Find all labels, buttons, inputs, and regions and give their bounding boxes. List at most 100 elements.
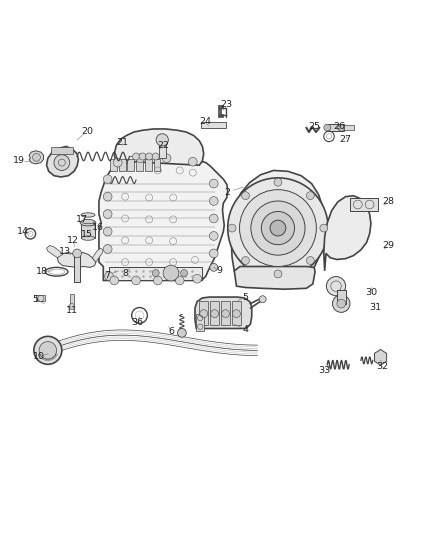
Circle shape	[103, 210, 112, 219]
Circle shape	[240, 190, 316, 266]
Text: 5: 5	[242, 293, 248, 302]
Polygon shape	[29, 151, 43, 164]
Circle shape	[326, 277, 346, 296]
Bar	[51, 147, 73, 154]
Bar	[145, 159, 152, 171]
Circle shape	[332, 295, 350, 312]
Circle shape	[103, 192, 112, 201]
Bar	[232, 302, 241, 326]
Polygon shape	[324, 196, 371, 271]
Text: 26: 26	[333, 122, 345, 131]
Circle shape	[242, 192, 250, 199]
Circle shape	[133, 153, 140, 160]
Polygon shape	[231, 171, 325, 286]
Bar	[350, 198, 378, 211]
Circle shape	[211, 310, 219, 318]
Circle shape	[32, 154, 40, 161]
Circle shape	[222, 310, 230, 318]
Circle shape	[200, 310, 208, 318]
Bar	[221, 302, 230, 326]
Text: 29: 29	[382, 241, 394, 250]
Text: 23: 23	[221, 100, 233, 109]
Circle shape	[261, 212, 294, 245]
Circle shape	[113, 158, 122, 167]
Circle shape	[136, 154, 145, 163]
Circle shape	[54, 155, 70, 171]
Circle shape	[177, 328, 186, 337]
Circle shape	[233, 310, 240, 318]
Text: 17: 17	[75, 215, 88, 224]
Text: 11: 11	[65, 305, 78, 314]
Circle shape	[105, 272, 113, 280]
Circle shape	[320, 224, 328, 232]
Bar	[326, 124, 344, 131]
Bar	[199, 302, 208, 326]
Polygon shape	[234, 266, 315, 289]
Polygon shape	[46, 246, 63, 258]
Circle shape	[193, 274, 201, 283]
Circle shape	[175, 276, 184, 285]
Circle shape	[103, 245, 112, 253]
Circle shape	[338, 124, 345, 131]
Text: 21: 21	[116, 138, 128, 147]
Circle shape	[307, 192, 314, 199]
Circle shape	[103, 175, 112, 183]
Text: 18: 18	[36, 267, 48, 276]
Ellipse shape	[80, 220, 96, 226]
Text: 8: 8	[122, 269, 128, 278]
Polygon shape	[92, 248, 103, 262]
Text: 24: 24	[199, 117, 211, 126]
Circle shape	[132, 276, 141, 285]
Circle shape	[209, 197, 218, 205]
Circle shape	[251, 201, 305, 255]
Text: 33: 33	[318, 366, 331, 375]
Text: 16: 16	[92, 223, 104, 232]
Bar	[36, 295, 45, 302]
Circle shape	[242, 256, 250, 264]
Bar	[70, 294, 74, 306]
Circle shape	[39, 342, 57, 359]
Circle shape	[163, 265, 179, 281]
Text: 20: 20	[81, 127, 93, 136]
Bar	[136, 159, 143, 171]
Text: 2: 2	[225, 188, 231, 197]
Circle shape	[146, 153, 152, 160]
Bar	[110, 159, 117, 171]
Circle shape	[152, 270, 159, 277]
Text: 19: 19	[13, 156, 25, 165]
Bar	[196, 313, 204, 331]
Text: 31: 31	[369, 303, 381, 312]
Ellipse shape	[81, 236, 95, 240]
Circle shape	[274, 270, 282, 278]
Circle shape	[259, 296, 266, 303]
Text: 28: 28	[382, 197, 394, 206]
Circle shape	[188, 157, 197, 166]
Text: 15: 15	[81, 230, 93, 239]
Text: 27: 27	[339, 134, 352, 143]
Text: 6: 6	[168, 327, 174, 336]
Circle shape	[307, 256, 314, 264]
Circle shape	[69, 304, 75, 310]
Polygon shape	[195, 297, 252, 328]
Circle shape	[228, 178, 328, 278]
Text: 9: 9	[216, 266, 222, 276]
Text: 30: 30	[365, 288, 377, 297]
Circle shape	[34, 336, 62, 364]
Polygon shape	[99, 157, 228, 280]
Text: 7: 7	[105, 271, 111, 280]
Circle shape	[228, 224, 236, 232]
Circle shape	[162, 154, 171, 163]
Text: 5: 5	[32, 295, 39, 304]
Circle shape	[274, 179, 282, 186]
Circle shape	[209, 179, 218, 188]
Circle shape	[209, 231, 218, 240]
Bar	[344, 125, 354, 130]
Bar	[119, 159, 126, 171]
Bar	[337, 289, 346, 304]
Text: 14: 14	[17, 227, 28, 236]
Text: 25: 25	[308, 122, 320, 131]
Text: 10: 10	[33, 352, 45, 361]
Polygon shape	[57, 253, 96, 268]
Circle shape	[324, 124, 331, 131]
Circle shape	[103, 227, 112, 236]
